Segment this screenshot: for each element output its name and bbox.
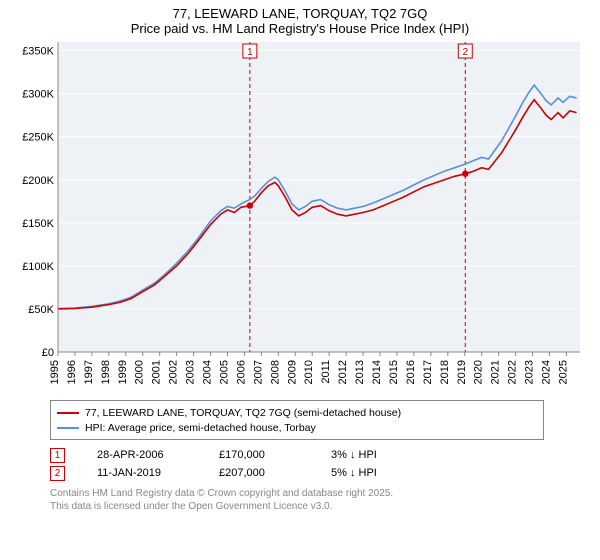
svg-text:£50K: £50K xyxy=(28,304,54,316)
table-row: 1 28-APR-2006 £170,000 3% ↓ HPI xyxy=(50,446,588,464)
line-chart: £0 £50K £100K £150K £200K £250K £300K £350K 1995… xyxy=(10,36,590,396)
svg-text:£250K: £250K xyxy=(22,132,54,144)
legend: 77, LEEWARD LANE, TORQUAY, TQ2 7GQ (semi… xyxy=(50,400,544,440)
svg-text:2021: 2021 xyxy=(490,360,502,384)
legend-row: 77, LEEWARD LANE, TORQUAY, TQ2 7GQ (semi… xyxy=(57,405,537,420)
svg-text:2005: 2005 xyxy=(218,360,230,384)
svg-text:2019: 2019 xyxy=(456,360,468,384)
svg-text:2009: 2009 xyxy=(286,360,298,384)
svg-text:2022: 2022 xyxy=(507,360,519,384)
svg-text:2011: 2011 xyxy=(320,360,332,384)
event-marker-icon: 1 xyxy=(50,448,65,463)
chart-title-block: 77, LEEWARD LANE, TORQUAY, TQ2 7GQ Price… xyxy=(0,0,600,36)
event-marker-icon: 2 xyxy=(50,466,65,481)
attribution-line: This data is licensed under the Open Gov… xyxy=(50,501,588,514)
legend-swatch xyxy=(57,427,79,429)
svg-text:2: 2 xyxy=(462,47,468,58)
sale-delta: 3% ↓ HPI xyxy=(331,449,377,461)
svg-text:2013: 2013 xyxy=(354,360,366,384)
svg-text:£300K: £300K xyxy=(22,89,54,101)
sale-date: 28-APR-2006 xyxy=(97,449,187,461)
svg-text:2010: 2010 xyxy=(303,360,315,384)
svg-text:2014: 2014 xyxy=(371,360,383,384)
table-row: 2 11-JAN-2019 £207,000 5% ↓ HPI xyxy=(50,464,588,482)
svg-text:1: 1 xyxy=(247,47,253,58)
chart-title-line1: 77, LEEWARD LANE, TORQUAY, TQ2 7GQ xyxy=(0,6,600,21)
svg-text:2004: 2004 xyxy=(202,360,214,384)
svg-text:£0: £0 xyxy=(42,347,54,359)
svg-text:2012: 2012 xyxy=(337,360,349,384)
legend-label: HPI: Average price, semi-detached house,… xyxy=(85,422,316,434)
chart-container: £0 £50K £100K £150K £200K £250K £300K £350K 1995… xyxy=(10,36,590,396)
attribution: Contains HM Land Registry data © Crown c… xyxy=(50,488,588,513)
svg-text:2003: 2003 xyxy=(185,360,197,384)
sale-delta: 5% ↓ HPI xyxy=(331,467,377,479)
legend-label: 77, LEEWARD LANE, TORQUAY, TQ2 7GQ (semi… xyxy=(85,407,401,419)
svg-text:2024: 2024 xyxy=(540,360,552,384)
chart-title-line2: Price paid vs. HM Land Registry's House … xyxy=(0,21,600,36)
svg-text:2000: 2000 xyxy=(134,360,146,384)
svg-text:1996: 1996 xyxy=(66,360,78,384)
sale-price: £170,000 xyxy=(219,449,299,461)
svg-text:2023: 2023 xyxy=(524,360,536,384)
svg-text:1999: 1999 xyxy=(117,360,129,384)
svg-text:£200K: £200K xyxy=(22,175,54,187)
svg-text:2008: 2008 xyxy=(269,360,281,384)
sale-price: £207,000 xyxy=(219,467,299,479)
svg-text:2007: 2007 xyxy=(252,360,264,384)
svg-text:£100K: £100K xyxy=(22,261,54,273)
sales-table: 1 28-APR-2006 £170,000 3% ↓ HPI 2 11-JAN… xyxy=(50,446,588,482)
svg-text:2002: 2002 xyxy=(168,360,180,384)
legend-swatch xyxy=(57,412,79,414)
svg-text:2001: 2001 xyxy=(151,360,163,384)
svg-text:£150K: £150K xyxy=(22,218,54,230)
sale-date: 11-JAN-2019 xyxy=(97,467,187,479)
legend-row: HPI: Average price, semi-detached house,… xyxy=(57,420,537,435)
svg-text:1997: 1997 xyxy=(83,360,95,384)
svg-text:2006: 2006 xyxy=(235,360,247,384)
svg-text:£350K: £350K xyxy=(22,46,54,58)
svg-text:2017: 2017 xyxy=(422,360,434,384)
svg-text:2015: 2015 xyxy=(388,360,400,384)
svg-text:2016: 2016 xyxy=(405,360,417,384)
svg-text:2025: 2025 xyxy=(557,360,569,384)
svg-text:1998: 1998 xyxy=(100,360,112,384)
svg-text:2018: 2018 xyxy=(439,360,451,384)
svg-text:1995: 1995 xyxy=(49,360,61,384)
attribution-line: Contains HM Land Registry data © Crown c… xyxy=(50,488,588,501)
svg-text:2020: 2020 xyxy=(473,360,485,384)
